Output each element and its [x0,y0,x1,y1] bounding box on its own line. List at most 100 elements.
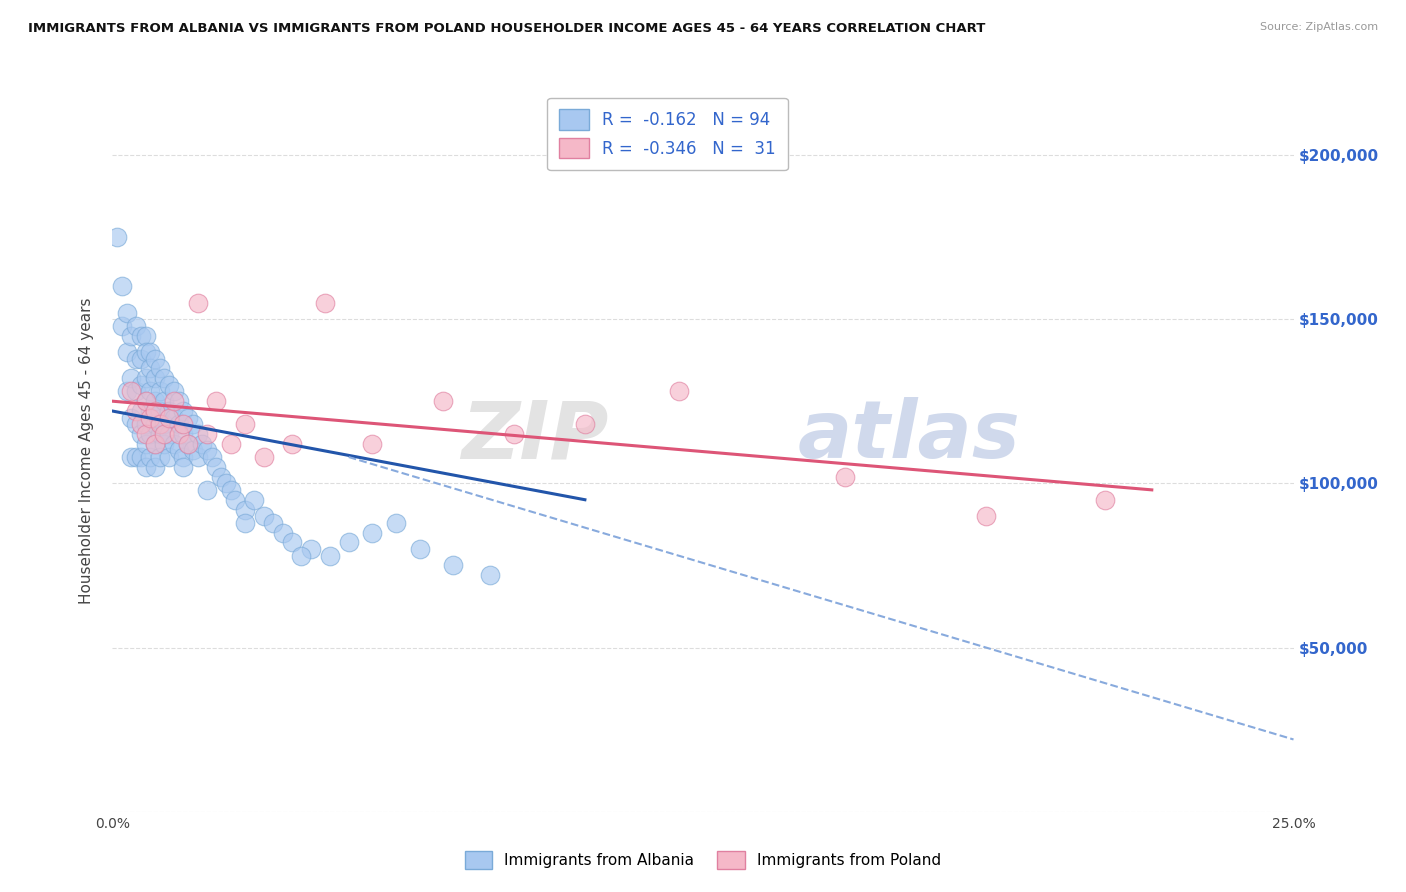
Point [139,384,162,399]
Text: atlas: atlas [797,397,1021,475]
Point [143,404,166,418]
Point [153,371,176,385]
Point [129,417,152,432]
Point [195,427,218,442]
Point [157,377,180,392]
Point [172,404,194,418]
Point [135,417,157,432]
Point [172,417,194,432]
Point [120,371,142,385]
Point [157,404,180,418]
Point [125,417,148,432]
Point [432,394,454,409]
Point [139,427,162,442]
Y-axis label: Householder Income Ages 45 - 64 years: Householder Income Ages 45 - 64 years [79,297,94,604]
Point [271,525,294,540]
Point [281,535,304,549]
Point [149,384,172,399]
Point [668,384,690,399]
Point [177,437,200,451]
Point [441,558,464,573]
Point [125,404,148,418]
Point [163,410,186,425]
Point [361,525,384,540]
Point [157,410,180,425]
Point [135,371,157,385]
Point [149,417,172,432]
Point [143,351,166,366]
Point [479,568,502,582]
Point [111,279,134,293]
Point [172,427,194,442]
Point [129,377,152,392]
Point [976,509,998,524]
Point [177,437,200,451]
Point [290,549,312,563]
Point [1094,492,1116,507]
Text: IMMIGRANTS FROM ALBANIA VS IMMIGRANTS FROM POLAND HOUSEHOLDER INCOME AGES 45 - 6: IMMIGRANTS FROM ALBANIA VS IMMIGRANTS FR… [28,22,986,36]
Point [125,450,148,464]
Point [219,437,242,451]
Point [129,450,152,464]
Point [149,427,172,442]
Point [385,516,408,530]
Point [129,427,152,442]
Point [186,295,208,310]
Point [233,502,256,516]
Point [139,404,162,418]
Point [129,404,152,418]
Point [135,427,157,442]
Point [125,384,148,399]
Point [262,516,284,530]
Point [125,318,148,333]
Point [574,417,596,432]
Point [143,459,166,474]
Point [135,345,157,359]
Point [153,437,176,451]
Point [167,443,190,458]
Point [195,483,218,497]
Point [205,394,228,409]
Point [163,384,186,399]
Point [408,541,430,556]
Point [120,410,142,425]
Point [215,476,238,491]
Point [115,305,138,319]
Point [163,437,186,451]
Point [834,469,856,483]
Point [181,443,204,458]
Point [149,450,172,464]
Point [186,427,208,442]
Point [243,492,266,507]
Point [153,417,176,432]
Point [167,417,190,432]
Point [337,535,360,549]
Point [209,469,232,483]
Point [167,427,190,442]
Point [135,437,157,451]
Point [153,394,176,409]
Point [299,541,322,556]
Point [195,443,218,458]
Point [111,318,134,333]
Point [163,394,186,409]
Point [139,410,162,425]
Point [314,295,336,310]
Point [129,351,152,366]
Point [177,410,200,425]
Legend: R =  -0.162   N = 94, R =  -0.346   N =  31: R = -0.162 N = 94, R = -0.346 N = 31 [547,97,787,169]
Point [149,404,172,418]
Point [157,427,180,442]
Point [143,417,166,432]
Point [149,361,172,376]
Point [139,361,162,376]
Point [181,417,204,432]
Point [105,230,128,244]
Point [139,345,162,359]
Text: Source: ZipAtlas.com: Source: ZipAtlas.com [1260,22,1378,32]
Point [135,459,157,474]
Point [319,549,342,563]
Point [143,371,166,385]
Point [120,328,142,343]
Point [361,437,384,451]
